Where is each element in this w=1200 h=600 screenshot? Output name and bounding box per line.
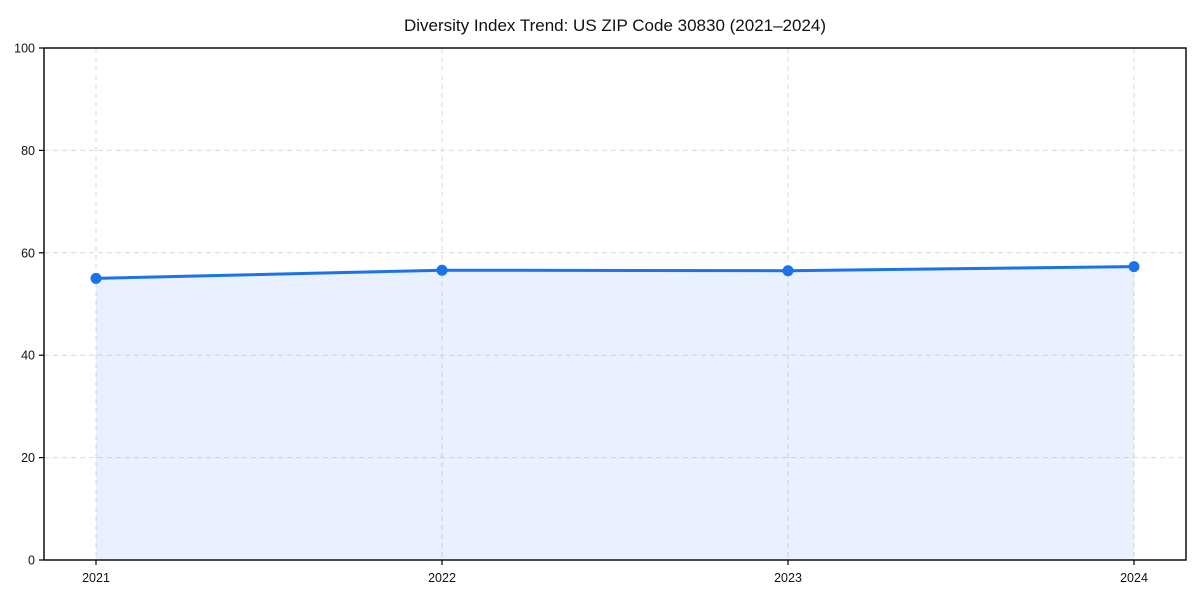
axis-ticks — [39, 47, 1135, 565]
data-point — [436, 264, 448, 276]
data-point — [782, 265, 794, 277]
x-tick-label: 2023 — [774, 571, 802, 585]
area-fill — [96, 266, 1134, 560]
y-tick-label: 20 — [21, 451, 35, 465]
y-tick-label: 40 — [21, 349, 35, 363]
x-tick-label: 2024 — [1120, 571, 1148, 585]
data-point — [1128, 261, 1140, 273]
y-tick-label: 0 — [28, 554, 35, 568]
data-points — [90, 261, 1140, 284]
y-tick-label: 80 — [21, 144, 35, 158]
trend-line — [94, 265, 1136, 280]
chart-title: Diversity Index Trend: US ZIP Code 30830… — [404, 16, 826, 35]
data-point — [90, 272, 102, 284]
y-tick-label: 100 — [14, 42, 35, 56]
gridlines — [44, 48, 1186, 560]
x-tick-label: 2022 — [428, 571, 456, 585]
axes-spines — [43, 47, 1187, 561]
axis-tick-labels: 0 20 40 60 80 100 2021 2022 2023 2024 — [14, 42, 1148, 586]
y-tick-label: 60 — [21, 246, 35, 260]
x-tick-label: 2021 — [82, 571, 110, 585]
